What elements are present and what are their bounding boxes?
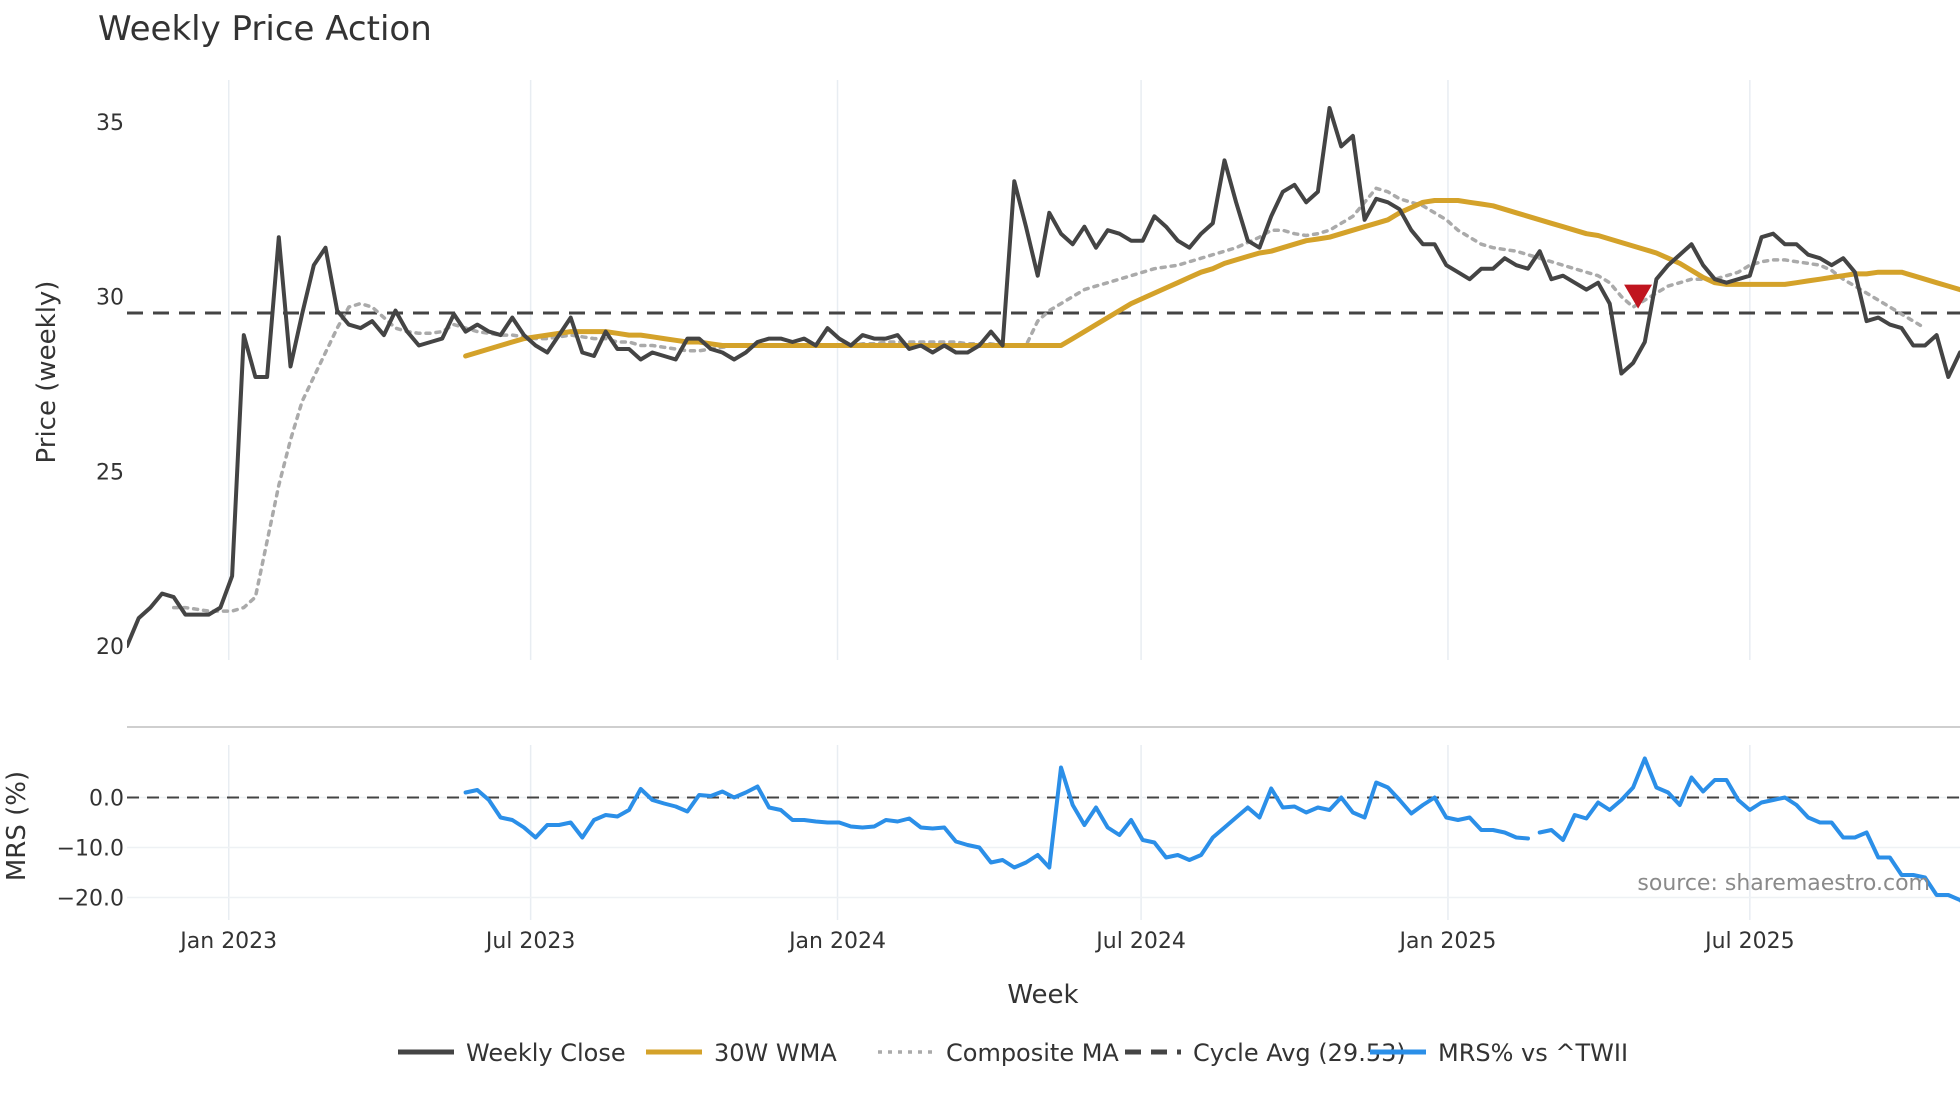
sell-signal-marker [1624,284,1653,309]
price-y-tick-label: 30 [96,286,124,311]
chart-title: Weekly Price Action [98,9,432,49]
legend-label: Composite MA [946,1039,1119,1067]
series-mrs-vs-twii [463,765,1530,870]
series-weekly-close [127,106,1960,648]
legend-label: MRS% vs ^TWII [1438,1039,1628,1067]
legend-label: 30W WMA [714,1039,837,1067]
price-gridlines [227,80,1751,660]
mrs-y-tick-label: −20.0 [57,887,124,912]
price-y-tick-label: 35 [96,111,124,136]
legend-item-30w-wma: 30W WMA [646,1039,837,1067]
legend: Weekly Close 30W WMA Composite MA Cycle Avg… [398,1039,1628,1067]
x-tick-label: Jul 2024 [1094,929,1186,954]
mrs-y-axis-label: MRS (%) [2,771,32,881]
x-tick-label: Jan 2025 [1398,929,1497,954]
legend-label: Weekly Close [466,1039,626,1067]
mrs-y-tick-label: 0.0 [89,787,124,812]
legend-item-cycle-avg-29-53: Cycle Avg (29.53) [1125,1039,1406,1067]
mrs-y-tick-label: −10.0 [57,837,124,862]
price-y-tick-label: 25 [96,460,124,485]
source-note: source: sharemaestro.com [1637,871,1930,896]
price-y-axis-label: Price (weekly) [32,281,62,464]
price-y-ticks: 20 25 30 35 [96,111,124,660]
legend-item-weekly-close: Weekly Close [398,1039,626,1067]
mrs-y-ticks: 0.0 −10.0 −20.0 [57,787,124,912]
x-axis-label: Week [1007,980,1078,1010]
price-y-tick-label: 20 [96,635,124,660]
price-series [127,106,1960,648]
series-composite-ma [171,186,1927,613]
x-tick-label: Jul 2025 [1703,929,1795,954]
legend-item-composite-ma: Composite MA [878,1039,1119,1067]
x-tick-label: Jul 2023 [484,929,576,954]
x-tick-label: Jan 2023 [178,929,277,954]
x-tick-label: Jan 2024 [787,929,886,954]
series-30w-wma [463,198,1960,359]
legend-item-mrs-vs-twii: MRS% vs ^TWII [1370,1039,1628,1067]
series-mrs-vs-twii [1537,756,1960,903]
mrs-series [127,756,1960,903]
x-ticks: Jan 2023 Jul 2023 Jan 2024 Jul 2024 Jan 2025… [178,929,1794,954]
